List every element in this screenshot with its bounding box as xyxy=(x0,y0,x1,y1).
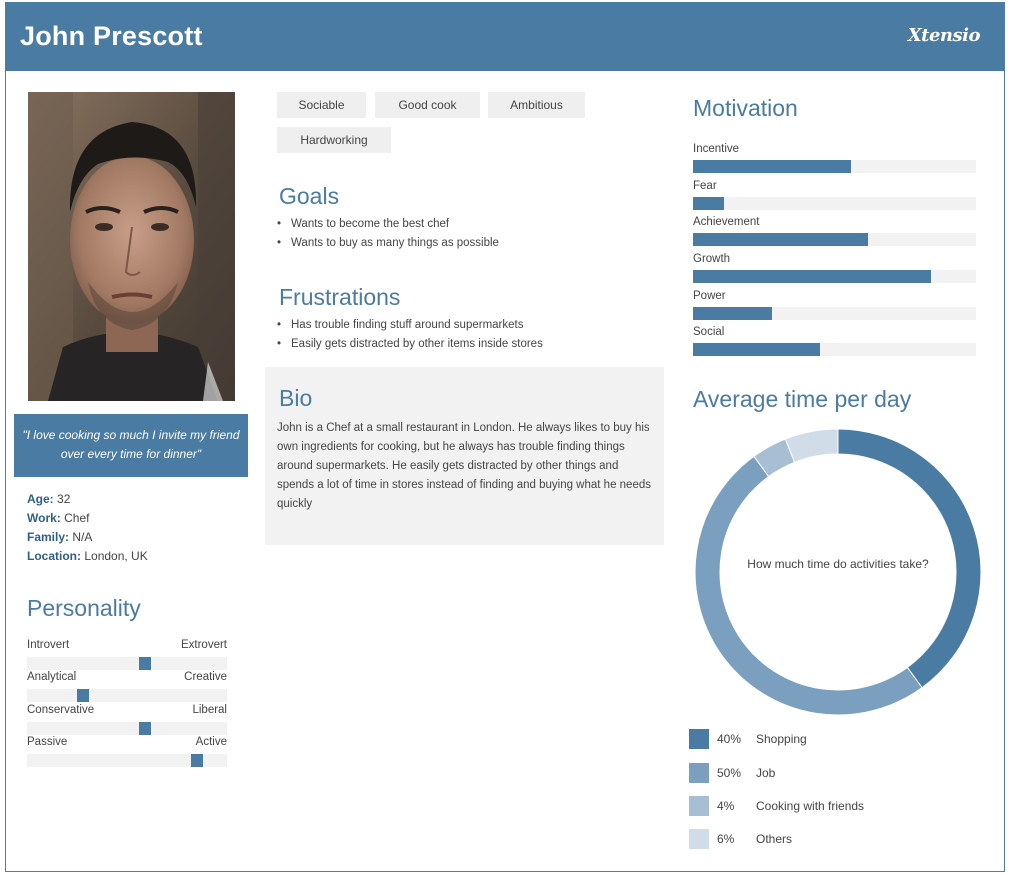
persona-name: John Prescott xyxy=(20,21,203,51)
legend-label: Job xyxy=(756,766,776,780)
trait-tag[interactable]: Good cook xyxy=(375,92,480,118)
frustration-item: Has trouble finding stuff around superma… xyxy=(277,316,543,335)
work-value: Chef xyxy=(64,511,90,525)
motivation-fill xyxy=(693,343,821,356)
family-value: N/A xyxy=(72,530,93,544)
legend-swatch xyxy=(689,796,709,816)
donut-slice-job xyxy=(694,455,923,716)
goal-item: Wants to buy as many things as possible xyxy=(277,234,499,253)
legend-swatch xyxy=(689,763,709,783)
legend-value: 4% xyxy=(717,799,735,813)
work-row: Work: Chef xyxy=(27,509,148,528)
slider-track[interactable] xyxy=(27,657,227,670)
motivation-fill xyxy=(693,270,931,283)
trait-tag[interactable]: Hardworking xyxy=(277,127,391,153)
motivation-fill xyxy=(693,160,852,173)
legend-swatch xyxy=(689,729,709,749)
brand-logo[interactable]: Xtensio xyxy=(907,25,981,46)
motivation-label: Power xyxy=(693,290,726,302)
motivation-track xyxy=(693,343,976,356)
family-label: Family: xyxy=(27,530,70,544)
motivation-bar: Achievement xyxy=(693,216,976,252)
slider-track[interactable] xyxy=(27,754,227,767)
personality-title: Personality xyxy=(27,595,141,621)
slider-left-label: Analytical xyxy=(27,671,77,683)
location-row: Location: London, UK xyxy=(27,547,148,566)
frustrations-list: Has trouble finding stuff around superma… xyxy=(277,316,543,354)
motivation-label: Achievement xyxy=(693,216,760,228)
motivation-track xyxy=(693,197,976,210)
motivation-label: Social xyxy=(693,326,725,338)
demographics: Age: 32 Work: Chef Family: N/A Location:… xyxy=(27,490,148,566)
age-value: 32 xyxy=(57,492,71,506)
frustration-item: Easily gets distracted by other items in… xyxy=(277,335,543,354)
motivation-bar: Growth xyxy=(693,253,976,289)
slider-knob[interactable] xyxy=(77,689,89,702)
motivation-label: Fear xyxy=(693,180,717,192)
slider-left-label: Introvert xyxy=(27,639,70,651)
bio-title: Bio xyxy=(279,385,313,411)
time-title: Average time per day xyxy=(693,386,912,412)
time-donut-chart: How much time do activities take? xyxy=(694,428,982,716)
slider-right-label: Extrovert xyxy=(180,639,227,651)
motivation-track xyxy=(693,160,976,173)
slider-knob[interactable] xyxy=(191,754,203,767)
donut-center-text: How much time do activities take? xyxy=(747,557,929,571)
motivation-fill xyxy=(693,307,773,320)
family-row: Family: N/A xyxy=(27,528,148,547)
donut-slice-others xyxy=(784,428,839,463)
motivation-bar: Fear xyxy=(693,180,976,216)
motivation-fill xyxy=(693,197,725,210)
bio-panel: Bio John is a Chef at a small restaurant… xyxy=(265,367,664,545)
goals-list: Wants to become the best chef Wants to b… xyxy=(277,215,499,253)
slider-knob[interactable] xyxy=(139,722,151,735)
legend-label: Others xyxy=(756,832,793,846)
slider-track[interactable] xyxy=(27,722,227,735)
personality-slider[interactable]: Analytical Creative xyxy=(27,671,227,703)
work-label: Work: xyxy=(27,511,61,525)
motivation-bar: Incentive xyxy=(693,143,976,179)
bio-text: John is a Chef at a small restaurant in … xyxy=(277,422,651,510)
goals-title: Goals xyxy=(279,183,340,209)
legend-label: Cooking with friends xyxy=(756,799,865,813)
persona-card: John Prescott Xtensio xyxy=(5,2,1005,872)
personality-slider[interactable]: Introvert Extrovert xyxy=(27,639,227,671)
personality-slider[interactable]: Conservative Liberal xyxy=(27,704,227,736)
slider-track[interactable] xyxy=(27,689,227,702)
trait-tag[interactable]: Ambitious xyxy=(488,92,585,118)
slider-knob[interactable] xyxy=(139,657,151,670)
motivation-fill xyxy=(693,233,869,246)
slider-right-label: Creative xyxy=(184,671,227,683)
persona-quote: "I love cooking so much I invite my frie… xyxy=(14,414,248,477)
location-value: London, UK xyxy=(84,549,148,563)
motivation-track xyxy=(693,307,976,320)
motivation-title: Motivation xyxy=(693,95,798,121)
legend-value: 40% xyxy=(717,732,742,746)
motivation-track xyxy=(693,233,976,246)
age-label: Age: xyxy=(27,492,54,506)
motivation-label: Growth xyxy=(693,253,731,265)
age-row: Age: 32 xyxy=(27,490,148,509)
motivation-track xyxy=(693,270,976,283)
slider-left-label: Passive xyxy=(27,736,68,748)
location-label: Location: xyxy=(27,549,81,563)
legend-value: 50% xyxy=(717,766,742,780)
legend-label: Shopping xyxy=(756,732,807,746)
slider-left-label: Conservative xyxy=(27,704,95,716)
legend-swatch xyxy=(689,829,709,849)
slider-right-label: Active xyxy=(195,736,227,748)
goal-item: Wants to become the best chef xyxy=(277,215,499,234)
personality-slider[interactable]: Passive Active xyxy=(27,736,227,768)
legend-value: 6% xyxy=(717,832,735,846)
slider-right-label: Liberal xyxy=(192,704,227,716)
motivation-bar: Social xyxy=(693,326,976,362)
frustrations-title: Frustrations xyxy=(279,284,401,310)
header-bar: John Prescott Xtensio xyxy=(6,3,1004,71)
trait-tag[interactable]: Sociable xyxy=(277,92,366,118)
motivation-label: Incentive xyxy=(693,143,740,155)
motivation-bar: Power xyxy=(693,290,976,326)
persona-photo xyxy=(28,92,235,401)
